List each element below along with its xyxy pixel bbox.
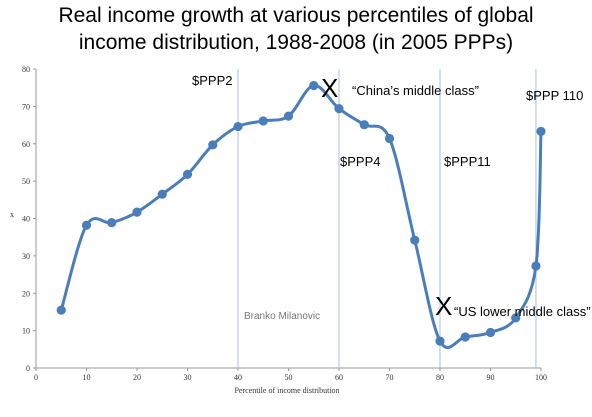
reference-lines bbox=[237, 69, 537, 368]
y-tick-label: 70 bbox=[22, 102, 30, 111]
data-point bbox=[56, 305, 66, 315]
data-point bbox=[460, 332, 470, 342]
x-tick-label: 80 bbox=[436, 373, 444, 382]
data-point bbox=[485, 327, 496, 338]
axes bbox=[33, 68, 542, 371]
x-tick-label: 40 bbox=[234, 373, 242, 382]
annotation-us-label: “US lower middle class” bbox=[454, 304, 591, 319]
x-tick-label: 70 bbox=[386, 373, 394, 382]
x-axis-label: Percentile of income distribution bbox=[234, 386, 339, 395]
data-point bbox=[107, 218, 117, 228]
data-point bbox=[536, 126, 546, 137]
y-tick-label: 40 bbox=[22, 215, 30, 224]
x-tick-label: 90 bbox=[487, 373, 495, 382]
data-point bbox=[208, 140, 218, 150]
x-tick-label: 30 bbox=[184, 373, 192, 382]
watermark-text: Branko Milanovic bbox=[244, 311, 320, 322]
data-point bbox=[81, 220, 92, 230]
data-point bbox=[359, 120, 369, 130]
y-tick-label: 50 bbox=[22, 177, 30, 186]
data-point bbox=[435, 336, 445, 346]
annotation-china-marker: X bbox=[321, 73, 338, 103]
annotation-ppp11: $PPP11 bbox=[444, 154, 491, 169]
data-point bbox=[233, 121, 243, 132]
data-point bbox=[410, 235, 420, 245]
chart-title: Real income growth at various percentile… bbox=[0, 2, 592, 56]
x-tick-label: 50 bbox=[285, 373, 293, 382]
data-point bbox=[511, 313, 521, 323]
data-point bbox=[334, 104, 344, 114]
tick-labels: 0 10 20 30 40 50 60 70 80 0 10 20 30 40 50 60 70 80 90 100 bbox=[22, 65, 547, 382]
chart-title-line-1: Real income growth at various percentile… bbox=[58, 4, 534, 27]
series-layer bbox=[56, 80, 546, 349]
y-tick-label: 80 bbox=[22, 65, 30, 74]
annotation-ppp4: $PPP4 bbox=[340, 154, 380, 169]
annotations: $PPP2 $PPP4 $PPP11 $PPP 110 X “China’s m… bbox=[192, 73, 591, 322]
annotation-china-label: “China’s middle class” bbox=[352, 83, 479, 98]
data-point bbox=[258, 116, 268, 126]
chart-title-line-2: income distribution, 1988-2008 (in 2005 … bbox=[78, 31, 514, 54]
annotation-ppp2: $PPP2 bbox=[192, 73, 232, 88]
x-tick-label: 10 bbox=[83, 373, 91, 382]
data-point bbox=[283, 111, 294, 121]
y-tick-label: 60 bbox=[22, 140, 30, 149]
x-tick-label: 20 bbox=[133, 373, 141, 382]
data-point bbox=[157, 189, 167, 199]
y-tick-label: 0 bbox=[26, 364, 30, 373]
y-tick-label: 30 bbox=[22, 252, 30, 261]
data-point bbox=[384, 133, 395, 144]
y-tick-label: 10 bbox=[22, 327, 30, 336]
x-tick-label: 100 bbox=[535, 373, 547, 382]
annotation-us-marker: X bbox=[435, 291, 452, 321]
data-point bbox=[309, 80, 319, 91]
x-tick-label: 60 bbox=[335, 373, 343, 382]
y-axis-label: x bbox=[10, 210, 14, 219]
data-point bbox=[132, 207, 142, 217]
data-point bbox=[531, 261, 541, 271]
data-point bbox=[182, 169, 193, 179]
annotation-ppp110: $PPP 110 bbox=[526, 88, 583, 103]
x-tick-label: 0 bbox=[34, 373, 38, 382]
y-tick-label: 20 bbox=[22, 289, 30, 298]
